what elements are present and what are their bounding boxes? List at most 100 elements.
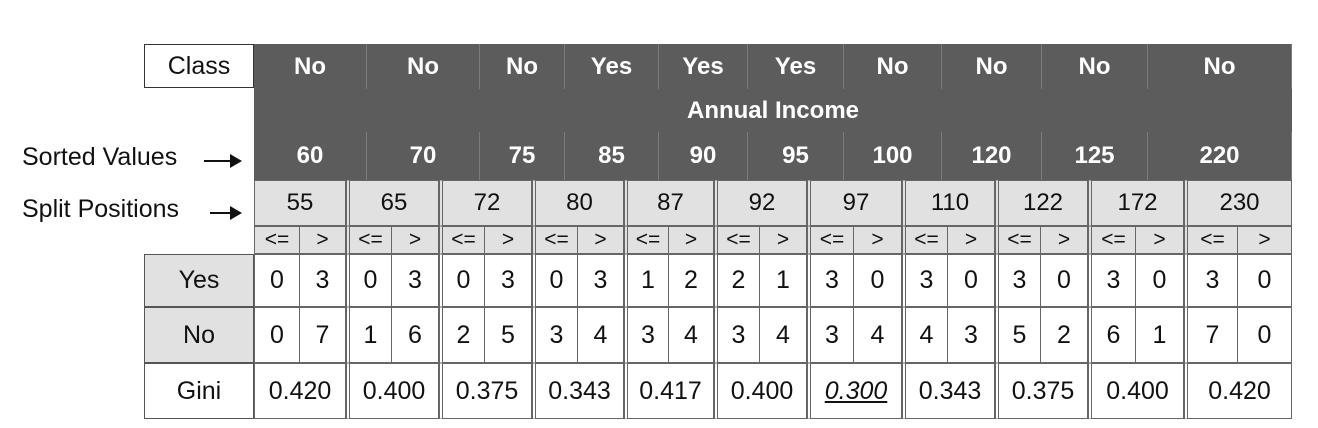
le-header-cell: <= (807, 226, 854, 254)
gini-row-header: Gini (144, 363, 254, 419)
class-value-cell: No (480, 44, 565, 89)
annual-income-header: Annual Income (254, 89, 1292, 132)
no-count-gt-cell: 4 (669, 307, 714, 363)
gt-header-cell: > (854, 226, 902, 254)
no-count-gt-cell: 4 (760, 307, 807, 363)
class-value-cell: No (844, 44, 942, 89)
sorted-value-cell: 70 (367, 132, 480, 180)
yes-count-gt-cell: 3 (578, 254, 624, 307)
sorted-value-cell: 95 (748, 132, 844, 180)
yes-count-le-cell: 0 (254, 254, 300, 307)
le-header-cell: <= (1184, 226, 1238, 254)
gt-header-cell: > (1041, 226, 1088, 254)
no-count-gt-cell: 3 (948, 307, 995, 363)
sorted-value-cell: 125 (1042, 132, 1148, 180)
no-count-le-cell: 3 (807, 307, 854, 363)
gini-cell: 0.400 (346, 363, 439, 419)
le-header-cell: <= (1088, 226, 1136, 254)
gini-cell: 0.417 (624, 363, 714, 419)
gini-cell: 0.420 (1184, 363, 1292, 419)
gt-header-cell: > (392, 226, 439, 254)
gt-header-cell: > (760, 226, 807, 254)
le-header-cell: <= (714, 226, 760, 254)
split-positions-label: Split Positions (22, 195, 180, 223)
sorted-value-cell: 90 (659, 132, 748, 180)
split-position-cell: 72 (439, 180, 532, 226)
gt-header-cell: > (1136, 226, 1184, 254)
gini-cell: 0.343 (902, 363, 995, 419)
gt-header-cell: > (669, 226, 714, 254)
split-position-cell: 80 (532, 180, 624, 226)
split-position-cell: 110 (902, 180, 995, 226)
yes-count-le-cell: 3 (1184, 254, 1238, 307)
split-position-cell: 92 (714, 180, 807, 226)
gt-header-cell: > (1238, 226, 1292, 254)
gini-cell: 0.375 (995, 363, 1088, 419)
le-header-cell: <= (902, 226, 948, 254)
no-count-gt-cell: 4 (578, 307, 624, 363)
yes-count-le-cell: 3 (995, 254, 1041, 307)
no-count-le-cell: 6 (1088, 307, 1136, 363)
le-header-cell: <= (439, 226, 485, 254)
no-count-le-cell: 0 (254, 307, 300, 363)
gt-header-cell: > (578, 226, 624, 254)
yes-count-gt-cell: 0 (1041, 254, 1088, 307)
no-count-le-cell: 5 (995, 307, 1041, 363)
yes-count-le-cell: 0 (346, 254, 392, 307)
split-position-cell: 172 (1088, 180, 1184, 226)
yes-count-le-cell: 0 (439, 254, 485, 307)
sorted-values-label: Sorted Values (22, 143, 178, 171)
gini-value: 0.420 (268, 376, 332, 405)
sorted-values-arrow-icon (204, 154, 242, 168)
gt-header-cell: > (948, 226, 995, 254)
no-count-le-cell: 3 (624, 307, 669, 363)
split-position-cell: 230 (1184, 180, 1292, 226)
yes-count-le-cell: 3 (807, 254, 854, 307)
gini-value: 0.420 (1208, 376, 1271, 405)
class-value-cell: Yes (748, 44, 844, 89)
split-table: 55 <= >0 3 0 7 0.420 65 <= >0 3 1 6 0.400 72 <= >0 3 2 5 0.3… (254, 180, 1292, 419)
no-count-gt-cell: 0 (1238, 307, 1292, 363)
class-header-cell: Class (144, 44, 254, 88)
gini-cell: 0.343 (532, 363, 624, 419)
sorted-value-cell: 60 (254, 132, 367, 180)
le-header-cell: <= (346, 226, 392, 254)
yes-count-le-cell: 3 (902, 254, 948, 307)
class-value-cell: No (254, 44, 367, 89)
class-value-cell: Yes (659, 44, 748, 89)
gini-value: 0.417 (639, 376, 702, 405)
class-value-cell: No (942, 44, 1042, 89)
yes-count-gt-cell: 2 (669, 254, 714, 307)
yes-count-gt-cell: 3 (300, 254, 346, 307)
yes-count-le-cell: 0 (532, 254, 578, 307)
gini-value: 0.400 (1106, 376, 1169, 405)
no-count-gt-cell: 2 (1041, 307, 1088, 363)
sorted-value-cell: 100 (844, 132, 942, 180)
split-position-cell: 122 (995, 180, 1088, 226)
gini-value: 0.375 (455, 376, 519, 405)
class-value-cell: No (367, 44, 480, 89)
le-header-cell: <= (254, 226, 300, 254)
sorted-value-cell: 220 (1148, 132, 1292, 180)
no-count-le-cell: 3 (714, 307, 760, 363)
yes-count-gt-cell: 0 (948, 254, 995, 307)
no-count-gt-cell: 7 (300, 307, 346, 363)
gini-best-cell: 0.300 (807, 363, 902, 419)
no-count-gt-cell: 5 (485, 307, 532, 363)
annual-income-header-row: Annual Income (254, 89, 1292, 132)
gini-cell: 0.400 (1088, 363, 1184, 419)
no-count-le-cell: 4 (902, 307, 948, 363)
yes-count-gt-cell: 0 (1238, 254, 1292, 307)
yes-count-le-cell: 3 (1088, 254, 1136, 307)
gini-cell: 0.375 (439, 363, 532, 419)
yes-count-gt-cell: 1 (760, 254, 807, 307)
yes-count-gt-cell: 0 (854, 254, 902, 307)
sorted-value-cell: 85 (565, 132, 659, 180)
yes-count-gt-cell: 3 (485, 254, 532, 307)
yes-row-header: Yes (144, 254, 254, 307)
le-header-cell: <= (532, 226, 578, 254)
split-positions-arrow-icon (210, 206, 242, 220)
yes-count-le-cell: 1 (624, 254, 669, 307)
no-count-le-cell: 1 (346, 307, 392, 363)
gini-cell: 0.420 (254, 363, 346, 419)
